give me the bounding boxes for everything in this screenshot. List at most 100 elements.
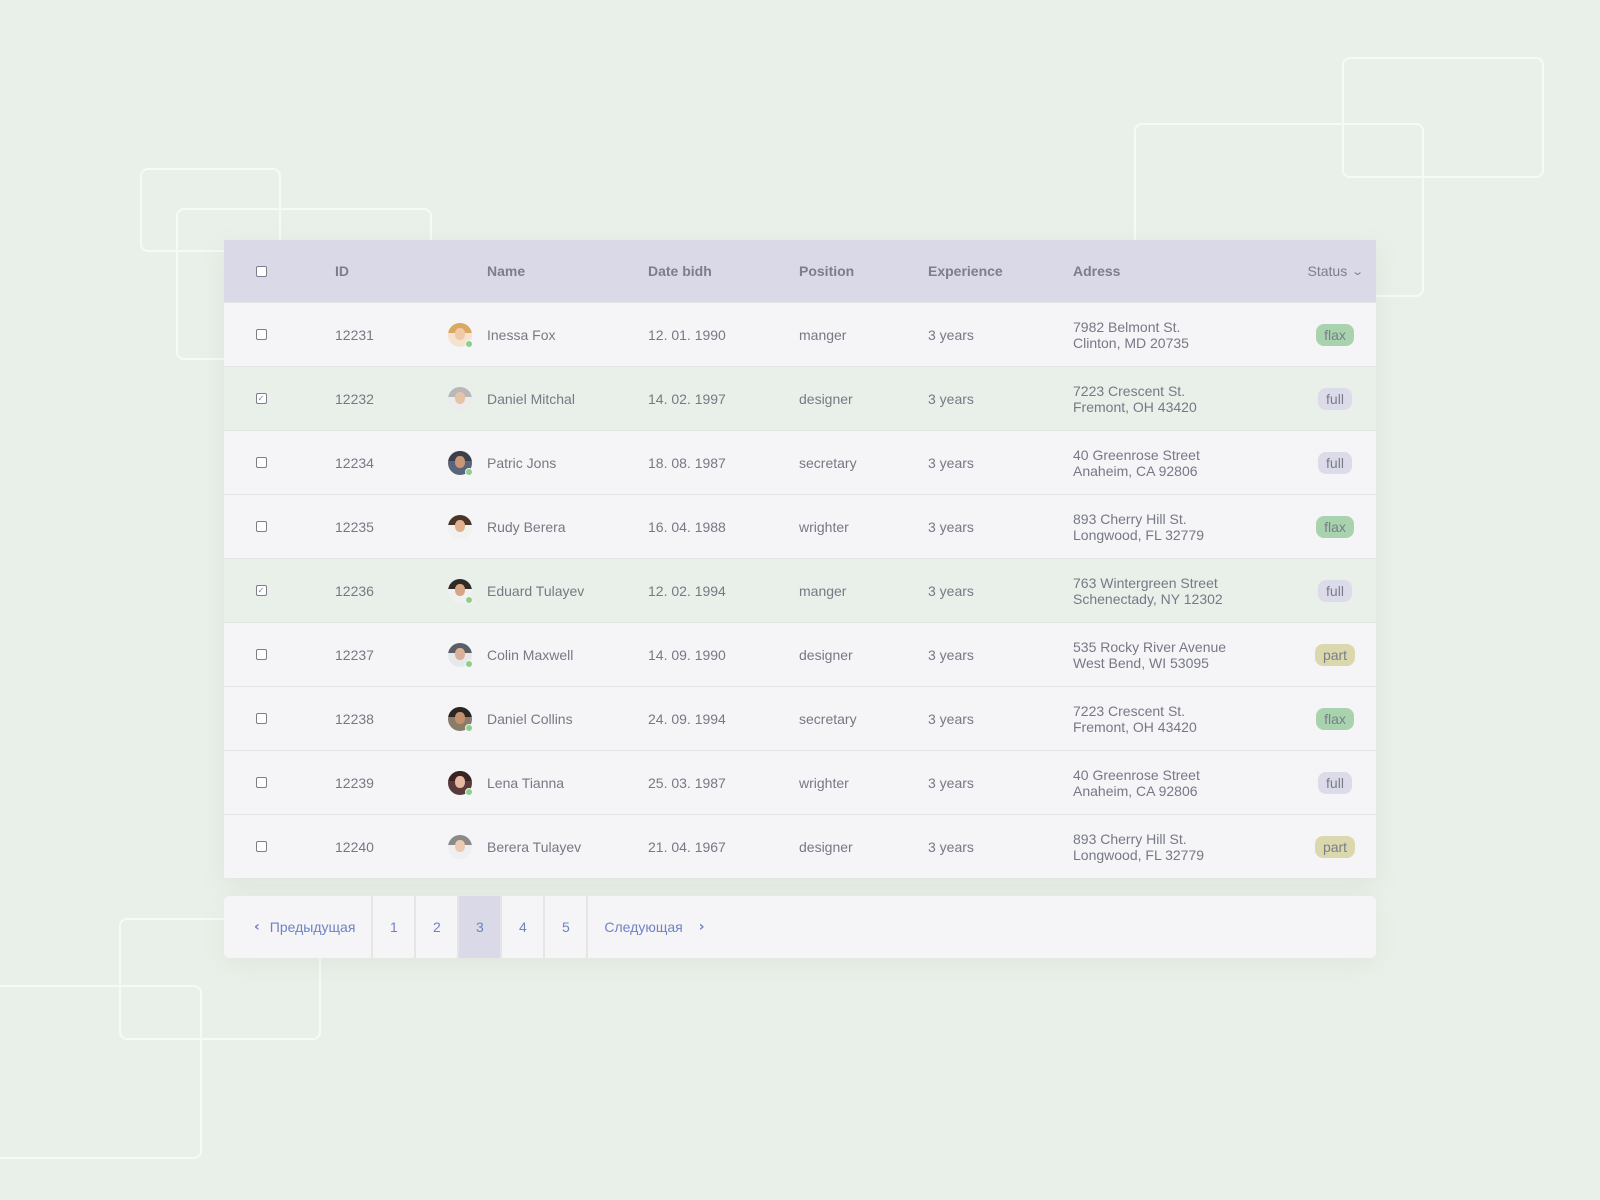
next-page-button[interactable]: Следующая ›: [588, 896, 720, 958]
table-row[interactable]: 12234 Patric Jons 18. 08. 1987 secretary 3 y…: [224, 430, 1376, 494]
avatar[interactable]: [448, 834, 472, 859]
address-line-1: 7982 Belmont St.: [1073, 318, 1181, 335]
row-checkbox[interactable]: [255, 585, 267, 596]
online-status-icon: [465, 467, 473, 476]
online-status-icon: [465, 595, 473, 604]
avatar-cell: [448, 431, 473, 494]
avatar-cell: [448, 687, 473, 750]
status-badge: full: [1318, 771, 1352, 794]
row-checkbox[interactable]: [255, 457, 267, 468]
prev-page-button[interactable]: ‹ Предыдущая: [224, 896, 371, 958]
experience: 3 years: [928, 774, 974, 791]
row-select-cell: [251, 559, 271, 622]
online-status-icon: [465, 339, 473, 348]
avatar[interactable]: [448, 450, 473, 476]
row-checkbox[interactable]: [255, 649, 267, 660]
chevron-down-icon: ⌄: [1351, 264, 1365, 278]
avatar[interactable]: [448, 322, 473, 348]
address-line-1: 7223 Crescent St.: [1073, 702, 1186, 719]
table-row[interactable]: 12237 Colin Maxwell 14. 09. 1990 designer 3 …: [224, 622, 1376, 686]
experience: 3 years: [928, 710, 974, 727]
chevron-left-icon: ‹: [254, 919, 260, 935]
row-checkbox[interactable]: [255, 777, 267, 788]
position: designer: [799, 390, 853, 407]
header-status-label: Status: [1307, 263, 1348, 279]
row-checkbox[interactable]: [255, 393, 267, 404]
employee-id: 12235: [335, 518, 374, 535]
experience: 3 years: [928, 838, 974, 855]
status-badge: flax: [1316, 515, 1354, 538]
address-cell: 893 Cherry Hill St. Longwood, FL 32779: [1073, 495, 1204, 558]
avatar[interactable]: [448, 706, 473, 732]
row-checkbox[interactable]: [255, 329, 267, 340]
employee-name: Rudy Berera: [487, 518, 566, 535]
address-line-1: 763 Wintergreen Street: [1073, 574, 1218, 591]
birth-date: 24. 09. 1994: [648, 710, 726, 727]
header-date[interactable]: Date bidh: [648, 263, 712, 279]
row-checkbox[interactable]: [255, 841, 267, 852]
table-row[interactable]: 12238 Daniel Collins 24. 09. 1994 secretary…: [224, 686, 1376, 750]
decorative-frame: [1342, 57, 1544, 178]
address-line-2: Clinton, MD 20735: [1073, 334, 1189, 351]
avatar-cell: [448, 559, 473, 622]
address-cell: 7223 Crescent St. Fremont, OH 43420: [1073, 367, 1197, 430]
experience: 3 years: [928, 454, 974, 471]
row-select-cell: [251, 431, 271, 494]
page-1-button[interactable]: 1: [371, 896, 414, 958]
status-cell: flax: [1295, 495, 1375, 558]
page-4-button[interactable]: 4: [500, 896, 543, 958]
select-all-checkbox[interactable]: [255, 265, 267, 277]
table-row[interactable]: 12236 Eduard Tulayev 12. 02. 1994 manger 3 y…: [224, 558, 1376, 622]
header-id[interactable]: ID: [335, 263, 349, 279]
page-5-button[interactable]: 5: [543, 896, 589, 958]
address-cell: 535 Rocky River Avenue West Bend, WI 5309…: [1073, 623, 1226, 686]
header-status[interactable]: Status ⌄: [1295, 240, 1375, 302]
address-line-2: Anaheim, CA 92806: [1073, 462, 1198, 479]
row-checkbox[interactable]: [255, 521, 267, 532]
avatar[interactable]: [448, 578, 473, 604]
table-row[interactable]: 12239 Lena Tianna 25. 03. 1987 wrighter 3 ye…: [224, 750, 1376, 814]
employee-id: 12234: [335, 454, 374, 471]
address-line-1: 40 Greenrose Street: [1073, 766, 1200, 783]
decorative-frame: [119, 918, 321, 1040]
address-line-2: Longwood, FL 32779: [1073, 526, 1205, 543]
address-line-1: 893 Cherry Hill St.: [1073, 510, 1187, 527]
table-row[interactable]: 12231 Inessa Fox 12. 01. 1990 manger 3 years…: [224, 302, 1376, 366]
experience: 3 years: [928, 582, 974, 599]
position: secretary: [799, 454, 857, 471]
table-row[interactable]: 12235 Rudy Berera 16. 04. 1988 wrighter 3 ye…: [224, 494, 1376, 558]
birth-date: 12. 01. 1990: [648, 326, 726, 343]
row-checkbox[interactable]: [255, 713, 267, 724]
address-line-1: 7223 Crescent St.: [1073, 382, 1186, 399]
avatar[interactable]: [448, 642, 473, 668]
avatar[interactable]: [448, 514, 472, 539]
row-select-cell: [251, 815, 271, 878]
chevron-right-icon: ›: [698, 919, 705, 935]
status-badge: full: [1318, 387, 1352, 410]
page-2-button[interactable]: 2: [414, 896, 457, 958]
employee-name: Daniel Mitchal: [487, 390, 575, 407]
employee-name: Patric Jons: [487, 454, 557, 471]
position: designer: [799, 838, 853, 855]
status-badge: part: [1314, 835, 1356, 858]
header-experience[interactable]: Experience: [928, 263, 1003, 279]
avatar[interactable]: [448, 386, 472, 411]
employee-name: Daniel Collins: [487, 710, 573, 727]
table-row[interactable]: 12232 Daniel Mitchal 14. 02. 1997 designer 3…: [224, 366, 1376, 430]
status-badge: full: [1318, 451, 1352, 474]
header-address[interactable]: Adress: [1073, 263, 1121, 279]
page-3-button[interactable]: 3: [457, 896, 501, 958]
birth-date: 14. 09. 1990: [648, 646, 726, 663]
table-row[interactable]: 12240 Berera Tulayev 21. 04. 1967 designer 3…: [224, 814, 1376, 878]
position: secretary: [799, 710, 857, 727]
employee-id: 12238: [335, 710, 374, 727]
avatar[interactable]: [448, 770, 473, 796]
avatar-cell: [448, 751, 473, 814]
header-position[interactable]: Position: [799, 263, 855, 279]
row-select-cell: [251, 623, 271, 686]
status-badge: part: [1314, 643, 1356, 666]
header-name[interactable]: Name: [487, 263, 526, 279]
status-cell: full: [1295, 431, 1375, 494]
